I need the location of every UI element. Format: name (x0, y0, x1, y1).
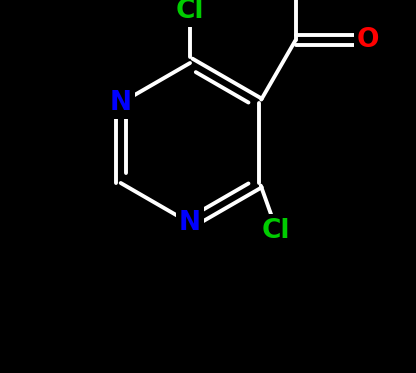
Text: N: N (179, 210, 201, 236)
Text: N: N (110, 90, 132, 116)
Text: Cl: Cl (176, 0, 204, 23)
Text: O: O (357, 27, 379, 53)
Text: Cl: Cl (262, 217, 290, 244)
